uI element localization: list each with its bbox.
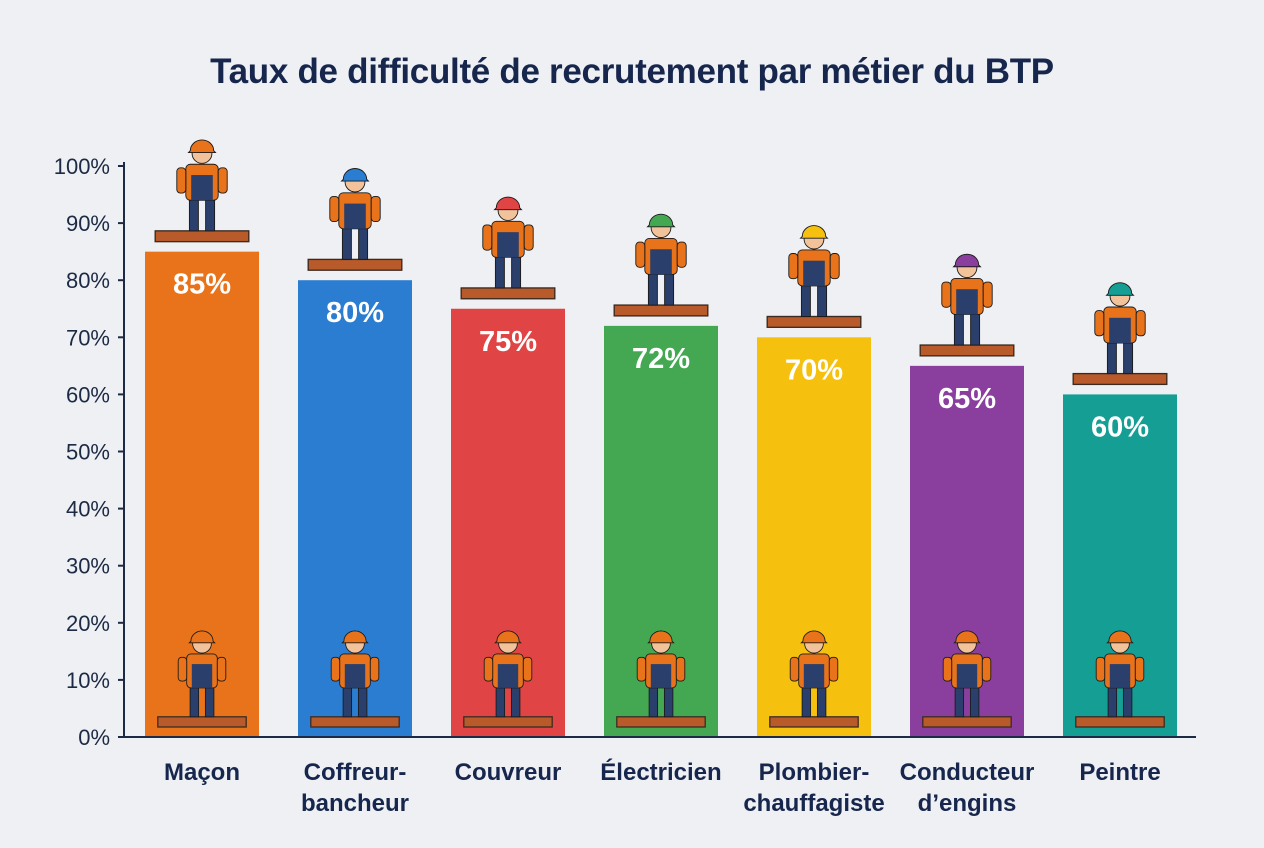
bar-value-label: 65% [938,383,996,415]
y-tick-label: 50% [66,440,110,465]
x-tick-label: Plombier-chauffagiste [743,759,884,817]
bricklayer-icon [154,139,250,243]
y-tick-label: 60% [66,382,110,407]
x-tick-label: Électricien [600,758,721,786]
y-tick-label: 30% [66,554,110,579]
bar-value-label: 80% [326,297,384,329]
bar-value-label: 75% [479,326,537,358]
x-tick-label: Coffreur-bancheur [301,759,409,817]
y-tick-label: 40% [66,497,110,522]
y-tick-label: 20% [66,611,110,636]
electrician-icon [613,213,709,317]
plumber-icon-base [769,630,859,728]
chart-title: Taux de difficulté de recrutement par mé… [210,52,1054,91]
bar-value-label: 70% [785,354,843,386]
excavator-icon-base [922,630,1012,728]
bar-group: 72% [604,213,718,737]
bar-group: 85% [145,139,259,737]
bar-group: 80% [298,168,412,737]
formwork-worker-icon [307,168,403,271]
plumber-icon [766,225,862,328]
bar-group: 70% [757,225,871,737]
roofer-icon-base [463,630,553,728]
y-tick-label: 70% [66,325,110,350]
x-tick-label: Couvreur [455,759,562,786]
painter-icon [1072,282,1168,386]
excavator-icon [919,253,1015,357]
y-tick-label: 10% [66,668,110,693]
x-tick-label: Peintre [1079,759,1160,786]
bar-value-label: 60% [1091,411,1149,443]
formwork-worker-icon-base [310,630,400,728]
roofer-icon [460,196,556,300]
y-tick-label: 100% [54,154,110,179]
y-tick-label: 90% [66,211,110,236]
painter-icon-base [1075,630,1165,728]
bar-value-label: 85% [173,269,231,301]
bar-group: 65% [910,253,1024,737]
bar-group: 60% [1063,282,1177,737]
x-tick-label: Maçon [164,759,240,786]
bar-group: 75% [451,196,565,737]
electrician-icon-base [616,630,706,728]
x-tick-label: Conducteur d’engins [900,759,1035,817]
bar-value-label: 72% [632,343,690,375]
y-tick-label: 0% [78,725,110,750]
bricklayer-icon-base [157,630,247,728]
y-tick-label: 80% [66,268,110,293]
